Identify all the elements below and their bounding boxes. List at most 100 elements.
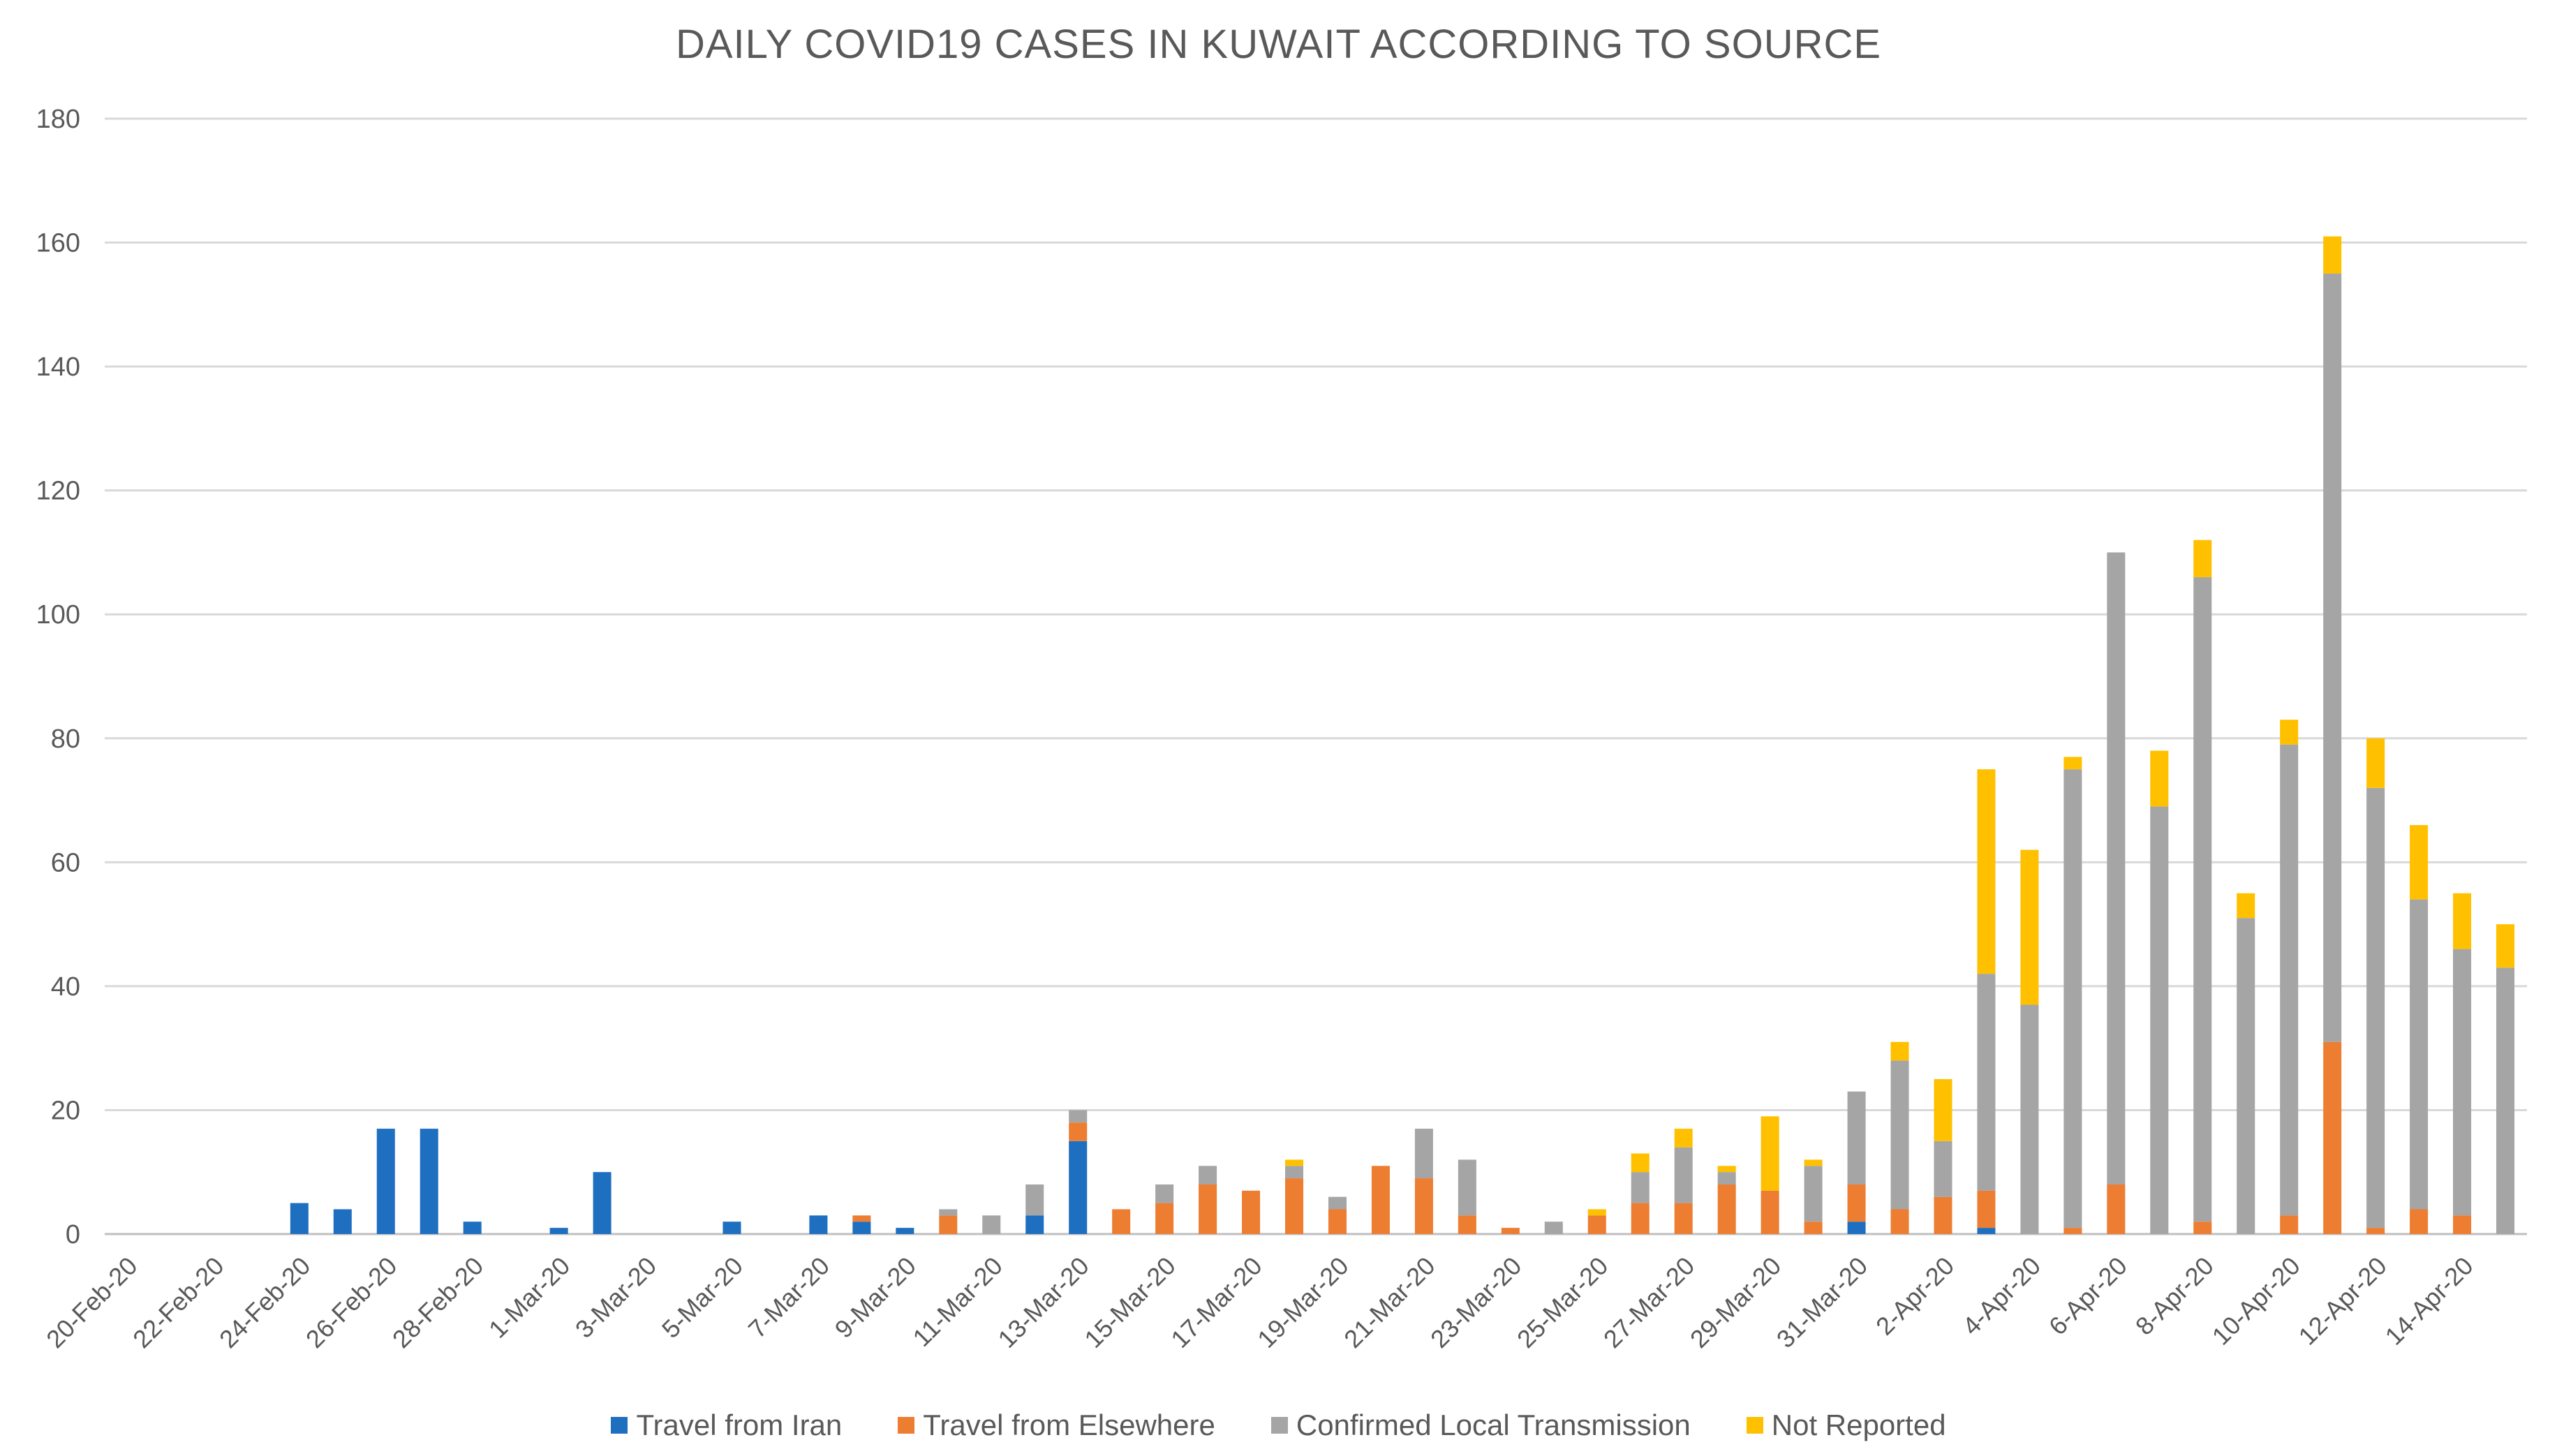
x-tick-label: 10-Apr-20 — [2207, 1251, 2306, 1351]
y-tick-label: 80 — [51, 725, 80, 754]
legend-item: Not Reported — [1746, 1409, 1946, 1442]
bar-segment-travel-from-elsewhere — [1458, 1215, 1476, 1234]
bar-segment-travel-from-elsewhere — [1934, 1196, 1952, 1234]
bar-segment-not-reported — [2453, 893, 2472, 949]
x-tick-label: 22-Feb-20 — [127, 1251, 229, 1353]
x-tick-label: 24-Feb-20 — [214, 1251, 316, 1353]
bar-segment-travel-from-elsewhere — [1285, 1178, 1304, 1234]
bar-segment-travel-from-iran — [593, 1172, 612, 1234]
x-tick-label: 14-Apr-20 — [2380, 1251, 2479, 1351]
bar-segment-travel-from-elsewhere — [1069, 1122, 1088, 1141]
y-tick-label: 0 — [66, 1220, 80, 1249]
legend-item: Confirmed Local Transmission — [1270, 1409, 1691, 1442]
bar-segment-confirmed-local-transmission — [1934, 1141, 1952, 1197]
bar-segment-not-reported — [2496, 924, 2515, 968]
bar-segment-travel-from-elsewhere — [2323, 1041, 2342, 1234]
bar-segment-travel-from-elsewhere — [1242, 1190, 1261, 1234]
bar-segment-travel-from-elsewhere — [1804, 1221, 1823, 1234]
x-tick-label: 13-Mar-20 — [992, 1251, 1094, 1353]
bar-segment-confirmed-local-transmission — [1977, 974, 1996, 1191]
x-tick-label: 7-Mar-20 — [743, 1251, 835, 1344]
bar-segment-travel-from-iran — [852, 1221, 871, 1234]
gridlines — [105, 117, 2527, 1235]
bar-segment-travel-from-elsewhere — [1717, 1184, 1736, 1234]
y-tick-label: 20 — [51, 1096, 80, 1125]
bar-segment-travel-from-elsewhere — [1977, 1190, 1996, 1228]
legend-label: Travel from Elsewhere — [923, 1409, 1215, 1441]
y-tick-label: 120 — [36, 477, 80, 506]
x-tick-label: 31-Mar-20 — [1771, 1251, 1873, 1353]
bar-segment-travel-from-iran — [463, 1221, 482, 1234]
bar-segment-not-reported — [2280, 720, 2299, 745]
bar-segment-confirmed-local-transmission — [1544, 1221, 1563, 1234]
x-tick-label: 20-Feb-20 — [40, 1251, 142, 1353]
x-axis-tick-labels: 20-Feb-2022-Feb-2024-Feb-2026-Feb-2028-F… — [40, 1251, 2479, 1353]
bar-segment-confirmed-local-transmission — [2150, 806, 2169, 1234]
bar-segment-travel-from-iran — [722, 1221, 741, 1234]
bar-segment-not-reported — [1804, 1159, 1823, 1166]
bar-segment-travel-from-elsewhere — [1328, 1209, 1347, 1234]
bar-segment-not-reported — [1285, 1159, 1304, 1166]
bar-segment-travel-from-elsewhere — [939, 1215, 958, 1234]
bar-segment-travel-from-elsewhere — [1371, 1166, 1390, 1234]
bar-segment-travel-from-elsewhere — [1890, 1209, 1909, 1234]
y-tick-label: 140 — [36, 352, 80, 382]
bar-segment-not-reported — [1890, 1041, 1909, 1061]
x-tick-label: 3-Mar-20 — [570, 1251, 662, 1344]
bar-segment-confirmed-local-transmission — [2193, 577, 2212, 1222]
bar-segment-travel-from-iran — [1069, 1141, 1088, 1234]
bar-segment-confirmed-local-transmission — [1328, 1196, 1347, 1210]
bar-segment-travel-from-elsewhere — [1155, 1203, 1174, 1234]
bar-segment-confirmed-local-transmission — [2280, 744, 2299, 1216]
legend-swatch — [1270, 1417, 1288, 1434]
bar-segment-travel-from-elsewhere — [1199, 1184, 1217, 1234]
bar-segment-confirmed-local-transmission — [1155, 1184, 1174, 1203]
bar-segment-travel-from-elsewhere — [2193, 1221, 2212, 1234]
x-tick-label: 23-Mar-20 — [1425, 1251, 1527, 1353]
bar-segment-travel-from-elsewhere — [2063, 1228, 2082, 1234]
bar-segment-not-reported — [1674, 1129, 1693, 1147]
bar-segment-travel-from-elsewhere — [1501, 1228, 1520, 1234]
chart-title: DAILY COVID19 CASES IN KUWAIT ACCORDING … — [675, 22, 1882, 67]
legend-swatch — [898, 1417, 915, 1434]
bar-segment-confirmed-local-transmission — [2496, 967, 2515, 1234]
bar-segment-not-reported — [1717, 1166, 1736, 1173]
y-tick-label: 100 — [36, 600, 80, 630]
x-tick-label: 11-Mar-20 — [907, 1251, 1008, 1353]
bar-segment-confirmed-local-transmission — [1847, 1091, 1866, 1184]
x-tick-label: 21-Mar-20 — [1338, 1251, 1440, 1353]
bar-segment-travel-from-elsewhere — [2410, 1209, 2429, 1234]
bar-segment-confirmed-local-transmission — [2063, 769, 2082, 1228]
bar-segment-confirmed-local-transmission — [2237, 918, 2255, 1234]
x-tick-label: 1-Mar-20 — [483, 1251, 575, 1344]
bar-segment-travel-from-iran — [1025, 1215, 1044, 1234]
bar-segment-travel-from-elsewhere — [1631, 1203, 1650, 1234]
bar-segment-not-reported — [1631, 1153, 1650, 1173]
x-tick-label: 29-Mar-20 — [1684, 1251, 1786, 1353]
bar-segment-travel-from-iran — [896, 1228, 914, 1234]
bar-segment-not-reported — [2150, 750, 2169, 807]
bar-segment-travel-from-elsewhere — [1414, 1178, 1433, 1234]
bar-segment-confirmed-local-transmission — [2410, 899, 2429, 1210]
legend-label: Not Reported — [1771, 1409, 1946, 1441]
bar-segment-not-reported — [2193, 540, 2212, 577]
bar-segment-travel-from-elsewhere — [2453, 1215, 2472, 1234]
bar-segment-not-reported — [2063, 757, 2082, 770]
bar-segment-confirmed-local-transmission — [939, 1209, 958, 1216]
y-axis-tick-labels: 0 20 40 60 80 100 120 140 160 180 — [36, 105, 80, 1249]
bar-segment-not-reported — [1934, 1079, 1952, 1141]
x-tick-label: 6-Apr-20 — [2043, 1251, 2133, 1341]
bar-segment-travel-from-elsewhere — [2280, 1215, 2299, 1234]
bar-segment-confirmed-local-transmission — [1025, 1184, 1044, 1216]
bar-segment-confirmed-local-transmission — [1890, 1060, 1909, 1210]
bar-segment-travel-from-iran — [420, 1129, 438, 1234]
legend-item: Travel from Elsewhere — [898, 1409, 1215, 1442]
bar-segment-confirmed-local-transmission — [1717, 1172, 1736, 1184]
x-tick-label: 26-Feb-20 — [300, 1251, 402, 1353]
x-tick-label: 25-Mar-20 — [1511, 1251, 1613, 1353]
bar-segment-confirmed-local-transmission — [1631, 1172, 1650, 1203]
bar-segment-travel-from-elsewhere — [1761, 1190, 1779, 1234]
x-tick-label: 4-Apr-20 — [1957, 1251, 2046, 1341]
bar-segment-not-reported — [2366, 738, 2385, 788]
